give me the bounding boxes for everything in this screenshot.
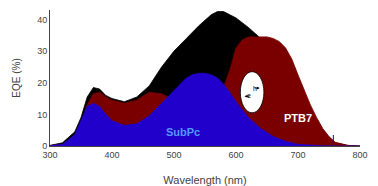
svg-text:h: h — [253, 85, 257, 92]
svg-text:EQE (%): EQE (%) — [11, 58, 22, 97]
svg-text:PTB7: PTB7 — [284, 112, 312, 124]
svg-text:20: 20 — [37, 78, 47, 88]
svg-text:700: 700 — [290, 150, 305, 160]
svg-text:Wavelength (nm): Wavelength (nm) — [163, 174, 246, 186]
svg-text:600: 600 — [228, 150, 243, 160]
svg-text:500: 500 — [166, 150, 181, 160]
svg-text:300: 300 — [42, 150, 57, 160]
svg-text:e: e — [247, 92, 251, 99]
svg-text:10: 10 — [37, 110, 47, 120]
svg-text:SubPc: SubPc — [166, 126, 200, 138]
svg-text:400: 400 — [104, 150, 119, 160]
svg-text:0: 0 — [42, 141, 47, 151]
svg-text:40: 40 — [37, 15, 47, 25]
svg-text:800: 800 — [352, 150, 367, 160]
svg-text:30: 30 — [37, 46, 47, 56]
